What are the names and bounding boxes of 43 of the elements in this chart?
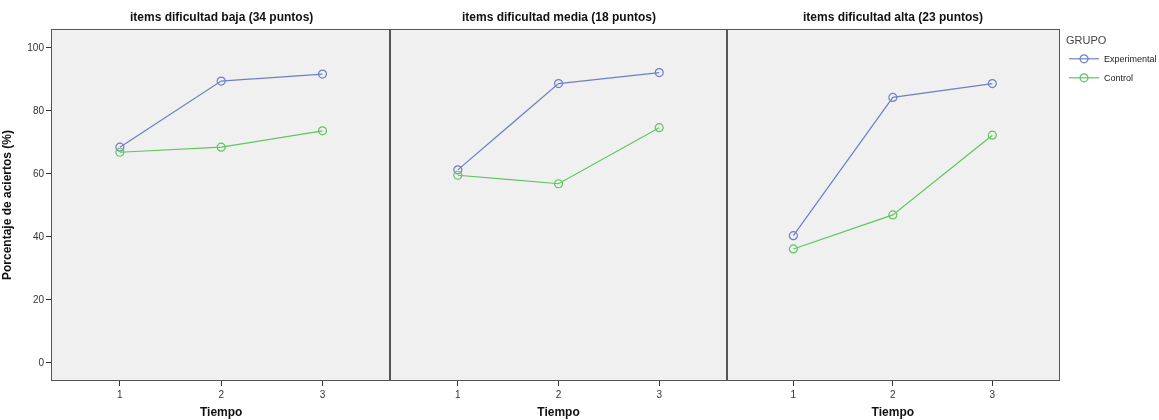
point [888, 210, 898, 220]
point [987, 130, 997, 140]
x-tick-label: 1 [455, 389, 462, 400]
point [115, 147, 125, 157]
point [115, 142, 125, 152]
point [888, 92, 898, 103]
chart-title: items dificultad baja (34 puntos) [130, 10, 314, 24]
point [553, 179, 564, 189]
point [216, 142, 226, 152]
point [987, 78, 997, 89]
x-tick-label: 2 [890, 389, 897, 400]
x-axis-title: Tiempo [871, 404, 915, 419]
point [453, 165, 463, 175]
legend-label: Control [1104, 73, 1134, 84]
y-tick-label: 0 [38, 356, 45, 368]
x-tick-label: 3 [656, 389, 663, 400]
legend-title: GRUPO [1066, 34, 1107, 47]
x-axis-title: Tiempo [199, 404, 243, 419]
point [788, 231, 798, 241]
point [317, 126, 328, 136]
x-axis-title: Tiempo [537, 404, 580, 419]
point [317, 69, 328, 79]
y-axis-title: Porcentaje de aciertos (%) [0, 129, 14, 281]
y-tick-label: 40 [32, 230, 45, 242]
legend-label: Experimental [1104, 54, 1157, 65]
point [654, 123, 664, 133]
y-tick-label: 100 [27, 41, 45, 53]
point [453, 170, 463, 180]
x-tick-label: 1 [790, 389, 797, 400]
x-tick-label: 2 [218, 389, 225, 400]
x-tick-label: 3 [319, 389, 326, 400]
chart-title: items dificultad media (18 puntos) [462, 10, 657, 24]
y-tick-label: 60 [32, 167, 45, 179]
point [216, 76, 226, 86]
point [654, 67, 664, 78]
chart-title: items dificultad alta (23 puntos) [803, 10, 984, 24]
x-tick-label: 2 [555, 389, 562, 400]
point [553, 78, 564, 89]
x-tick-label: 3 [989, 389, 996, 400]
x-tick-label: 1 [117, 389, 124, 400]
y-tick-label: 80 [32, 104, 45, 116]
y-tick-label: 20 [32, 293, 45, 305]
point [788, 244, 798, 254]
